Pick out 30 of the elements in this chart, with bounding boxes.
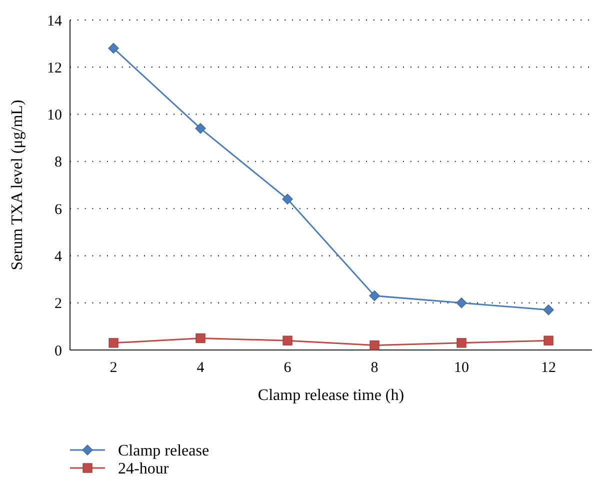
point xyxy=(196,333,206,344)
x-axis-title: Clamp release time (h) xyxy=(258,387,404,404)
point xyxy=(195,123,206,134)
y-tick-label: 12 xyxy=(47,60,62,76)
y-axis-title: Serum TXA level (μg/mL) xyxy=(9,100,26,270)
point xyxy=(369,290,380,302)
x-tick-label: 10 xyxy=(454,360,469,376)
point xyxy=(282,336,292,346)
point xyxy=(456,298,467,308)
x-tick-label: 6 xyxy=(284,360,292,376)
legend-label: Clamp release xyxy=(118,442,210,460)
point xyxy=(282,194,293,204)
y-tick-label: 6 xyxy=(54,202,62,218)
x-tick-label: 8 xyxy=(370,360,378,376)
y-tick-label: 0 xyxy=(54,343,62,360)
x-tick-label: 4 xyxy=(196,360,205,376)
y-tick-label: 8 xyxy=(54,154,62,171)
legend-label: 24-hour xyxy=(118,460,170,478)
y-tick-label: 4 xyxy=(54,248,62,265)
y-tick-label: 10 xyxy=(47,108,62,124)
point xyxy=(108,338,118,348)
x-tick-label: 12 xyxy=(541,360,556,376)
y-tick-label: 14 xyxy=(47,13,62,30)
point xyxy=(456,338,466,348)
point xyxy=(543,304,554,316)
point xyxy=(370,340,380,350)
y-tick-label: 2 xyxy=(54,296,62,312)
point xyxy=(108,42,119,54)
x-tick-label: 2 xyxy=(110,360,118,376)
point xyxy=(544,336,554,346)
